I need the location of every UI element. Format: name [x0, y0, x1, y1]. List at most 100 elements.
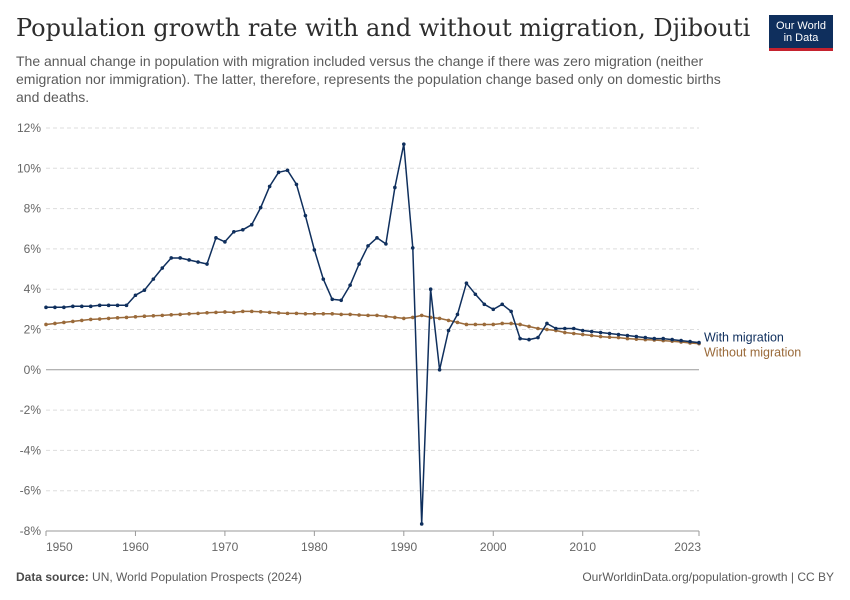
data-point: [357, 262, 361, 266]
data-point: [366, 313, 370, 318]
data-point: [330, 311, 335, 316]
data-point: [187, 311, 191, 316]
data-point: [339, 298, 343, 303]
data-point: [106, 316, 111, 321]
data-point: [554, 326, 558, 331]
data-point: [276, 170, 281, 175]
data-point: [196, 260, 200, 264]
data-point: [303, 213, 308, 218]
data-point: [518, 322, 522, 327]
data-point: [625, 336, 630, 341]
data-point: [258, 205, 263, 210]
x-tick-label: 1950: [46, 540, 73, 554]
x-tick-label: 1990: [390, 540, 417, 554]
data-point: [312, 311, 317, 316]
source-url[interactable]: OurWorldinData.org/population-growth | C…: [582, 570, 834, 584]
data-point: [178, 312, 182, 317]
data-point: [62, 320, 66, 325]
data-point: [339, 312, 343, 317]
series-without-migration: [44, 309, 701, 346]
data-point: [214, 310, 218, 315]
data-point: [402, 316, 406, 321]
data-point: [151, 277, 156, 281]
y-tick-label: 8%: [24, 202, 42, 216]
logo-accent-bar: [769, 48, 833, 51]
owid-logo[interactable]: Our World in Data: [769, 15, 833, 51]
data-point: [491, 322, 496, 327]
data-point: [160, 266, 165, 270]
legend-label-with-migration: With migration: [704, 331, 784, 345]
data-point: [205, 310, 209, 315]
data-point: [384, 242, 388, 246]
data-point: [652, 336, 657, 341]
data-point: [187, 258, 191, 262]
data-point: [527, 337, 531, 342]
y-tick-label: 0%: [24, 363, 42, 377]
data-point: [589, 333, 594, 338]
data-point: [679, 338, 683, 343]
data-point: [366, 244, 370, 248]
data-point: [375, 236, 379, 240]
y-tick-label: -2%: [20, 403, 42, 417]
data-point: [142, 288, 147, 293]
data-point: [71, 319, 75, 324]
data-point: [670, 337, 674, 342]
data-point: [697, 340, 701, 345]
chart-title: Population growth rate with and without …: [16, 14, 751, 42]
data-point: [518, 336, 522, 341]
data-point: [536, 335, 540, 340]
data-point: [97, 303, 102, 308]
data-point: [88, 304, 93, 309]
data-point: [563, 330, 567, 335]
data-source: Data source: UN, World Population Prospe…: [16, 570, 302, 584]
data-point: [232, 229, 236, 234]
y-tick-label: 10%: [17, 161, 41, 175]
data-point: [410, 246, 415, 250]
data-point: [240, 309, 245, 314]
data-point: [455, 312, 460, 317]
data-point: [545, 327, 549, 332]
data-point: [419, 522, 424, 526]
data-point: [223, 240, 227, 244]
data-point: [580, 328, 585, 333]
data-point: [115, 303, 120, 308]
y-tick-label: -4%: [20, 443, 42, 457]
data-point: [437, 368, 442, 372]
data-point: [571, 326, 576, 331]
series-with-migration: [44, 142, 701, 526]
data-point: [634, 337, 639, 341]
data-point: [500, 321, 505, 326]
data-point: [437, 316, 442, 321]
data-point: [402, 142, 406, 146]
data-point: [303, 311, 308, 316]
data-point: [500, 302, 505, 307]
data-point: [124, 315, 129, 320]
data-point: [53, 321, 57, 326]
x-tick-label: 1960: [122, 540, 149, 554]
data-point: [124, 303, 129, 308]
data-point: [97, 317, 102, 321]
data-point: [607, 335, 612, 339]
y-tick-label: 2%: [24, 323, 42, 337]
data-point: [643, 335, 648, 340]
x-tick-label: 1980: [301, 540, 328, 554]
x-tick-label: 2000: [480, 540, 507, 554]
data-point: [232, 310, 236, 315]
data-point: [169, 256, 174, 260]
data-point: [410, 315, 415, 320]
data-source-text: UN, World Population Prospects (2024): [92, 570, 302, 584]
data-point: [133, 315, 138, 319]
data-point: [357, 313, 361, 317]
data-point: [240, 227, 245, 232]
data-point: [393, 185, 397, 190]
data-point: [267, 310, 272, 315]
data-point: [625, 333, 630, 338]
data-point: [446, 318, 451, 323]
data-point: [527, 324, 531, 329]
data-point: [294, 182, 299, 187]
data-point: [223, 310, 227, 314]
legend-label-without-migration: Without migration: [704, 346, 801, 360]
data-point: [106, 303, 111, 308]
data-point: [464, 281, 469, 285]
